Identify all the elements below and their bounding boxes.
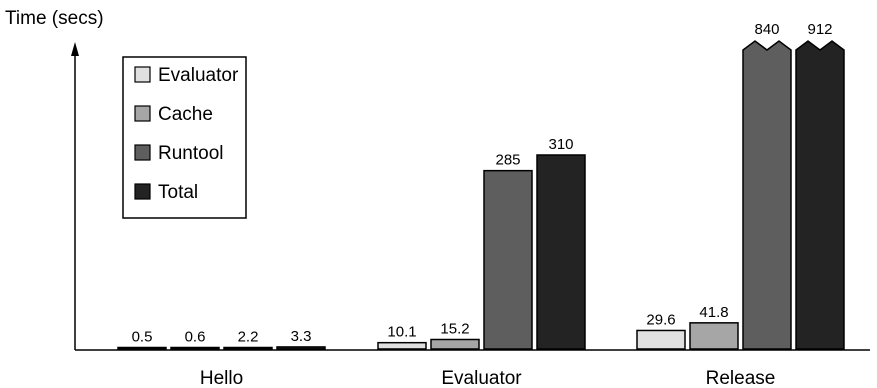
y-axis-label: Time (secs) (5, 8, 104, 29)
bar-evaluator-evaluator (377, 341, 427, 350)
bar-hello-runtool (223, 346, 273, 350)
data-label-release-total: 912 (807, 21, 832, 38)
data-label-release-evaluator: 29.6 (646, 311, 675, 328)
bar-evaluator-total (536, 154, 586, 350)
bar-evaluator-cache (430, 338, 480, 350)
category-label-hello: Hello (200, 368, 243, 388)
bar-evaluator-runtool (483, 169, 533, 350)
y-axis-arrow (71, 42, 79, 56)
axes: Time (secs) (5, 8, 870, 351)
legend-swatch-total (134, 183, 151, 200)
data-label-release-runtool: 840 (754, 21, 779, 38)
data-label-evaluator-evaluator: 10.1 (387, 324, 416, 341)
data-label-hello-total: 3.3 (291, 328, 312, 345)
data-label-hello-evaluator: 0.5 (132, 329, 153, 346)
legend-label-evaluator: Evaluator (158, 65, 239, 86)
category-label-evaluator: Evaluator (441, 368, 522, 388)
legend-label-runtool: Runtool (158, 143, 224, 164)
data-label-evaluator-runtool: 285 (495, 152, 520, 169)
bar-release-cache (689, 322, 739, 350)
bar-hello-total (276, 346, 326, 350)
data-label-evaluator-cache: 15.2 (440, 320, 469, 337)
legend-swatch-cache (134, 105, 151, 122)
category-label-release: Release (706, 368, 776, 388)
legend-label-total: Total (158, 182, 198, 203)
data-label-hello-runtool: 2.2 (238, 329, 259, 346)
bar-release-evaluator (636, 329, 686, 350)
legend-swatch-evaluator (134, 66, 151, 83)
bar-hello-evaluator (117, 346, 167, 350)
bar-release-total (795, 40, 845, 350)
bars: 0.5 0.6 2.2 3.3 Hello 10.1 15.2 285 310 Evaluator… (117, 21, 845, 388)
data-label-release-cache: 41.8 (699, 304, 728, 321)
legend-label-cache: Cache (158, 104, 213, 125)
data-label-hello-cache: 0.6 (185, 329, 206, 346)
data-label-evaluator-total: 310 (548, 136, 573, 153)
bar-release-runtool (742, 40, 792, 350)
legend-swatch-runtool (134, 144, 151, 161)
bar-hello-cache (170, 346, 220, 350)
legend: Evaluator Cache Runtool Total (122, 56, 247, 219)
